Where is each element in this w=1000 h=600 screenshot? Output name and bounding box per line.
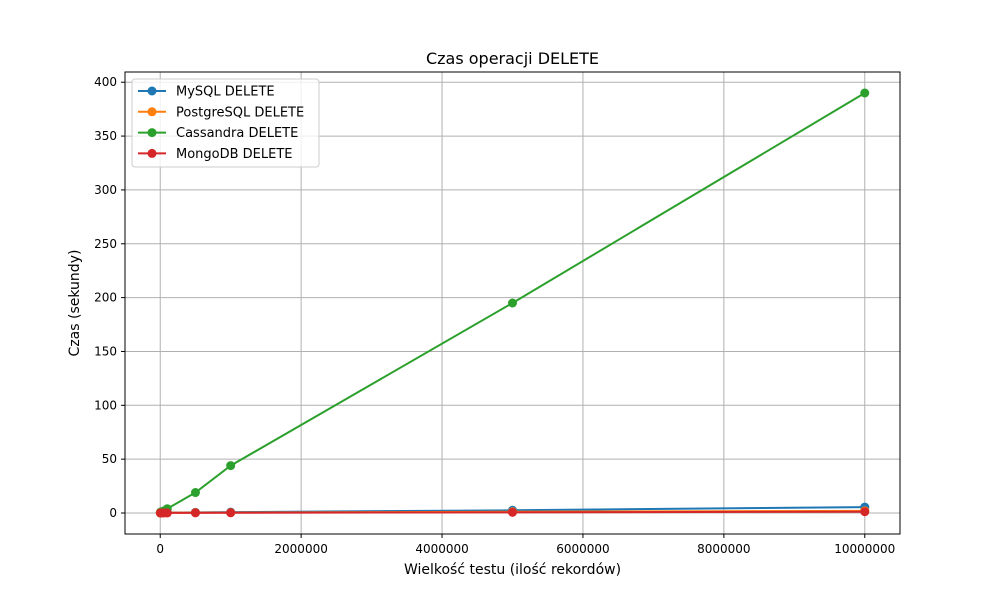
y-tick-label: 0 (109, 506, 117, 520)
plot-frame (124, 71, 901, 535)
series-layer (155, 88, 870, 518)
legend-marker (147, 86, 157, 96)
y-tick-label: 250 (94, 237, 117, 251)
y-axis-ticks: 0 50 100 150 200 250 300 350 400 (94, 75, 125, 520)
data-point (226, 461, 236, 471)
x-axis-ticks: 0 2000000 4000000 6000000 8000000 10000000 (156, 534, 895, 556)
legend-entry: MongoDB DELETE (138, 147, 293, 162)
y-tick-label: 200 (94, 291, 117, 305)
data-point (860, 507, 870, 517)
legend-entry: Cassandra DELETE (138, 126, 298, 141)
y-tick-label: 300 (94, 183, 117, 197)
y-axis-label: Czas (sekundy) (67, 250, 83, 357)
x-tick-label: 0 (156, 542, 164, 556)
y-tick-label: 150 (94, 344, 117, 358)
legend-label: Cassandra DELETE (176, 126, 298, 141)
legend-marker (147, 148, 157, 158)
legend-label: MySQL DELETE (176, 85, 275, 100)
data-point (860, 88, 870, 98)
legend-label: PostgreSQL DELETE (176, 105, 304, 120)
legend-marker (147, 107, 157, 117)
chart-title: Czas operacji DELETE (426, 49, 599, 68)
y-tick-label: 50 (102, 452, 117, 466)
legend: MySQL DELETE PostgreSQL DELETE Cassandra D… (131, 78, 320, 168)
data-point (226, 508, 236, 518)
legend-entry: MySQL DELETE (138, 85, 275, 100)
x-tick-label: 8000000 (697, 542, 750, 556)
series-3 (155, 507, 870, 518)
x-axis-label: Wielkość testu (ilość rekordów) (404, 562, 621, 578)
x-tick-label: 4000000 (415, 542, 468, 556)
legend-label: MongoDB DELETE (176, 147, 293, 162)
x-tick-label: 10000000 (834, 542, 895, 556)
grid (125, 72, 900, 534)
legend-marker (147, 128, 157, 138)
data-point (162, 508, 172, 518)
data-point (508, 507, 517, 517)
y-tick-label: 350 (94, 129, 117, 143)
x-tick-label: 6000000 (556, 542, 609, 556)
data-point (190, 488, 200, 498)
data-point (508, 298, 517, 308)
y-tick-label: 400 (94, 75, 117, 89)
legend-frame (131, 78, 320, 168)
x-tick-label: 2000000 (274, 542, 327, 556)
y-tick-label: 100 (94, 398, 117, 412)
legend-entry: PostgreSQL DELETE (138, 105, 304, 120)
data-point (190, 508, 200, 518)
